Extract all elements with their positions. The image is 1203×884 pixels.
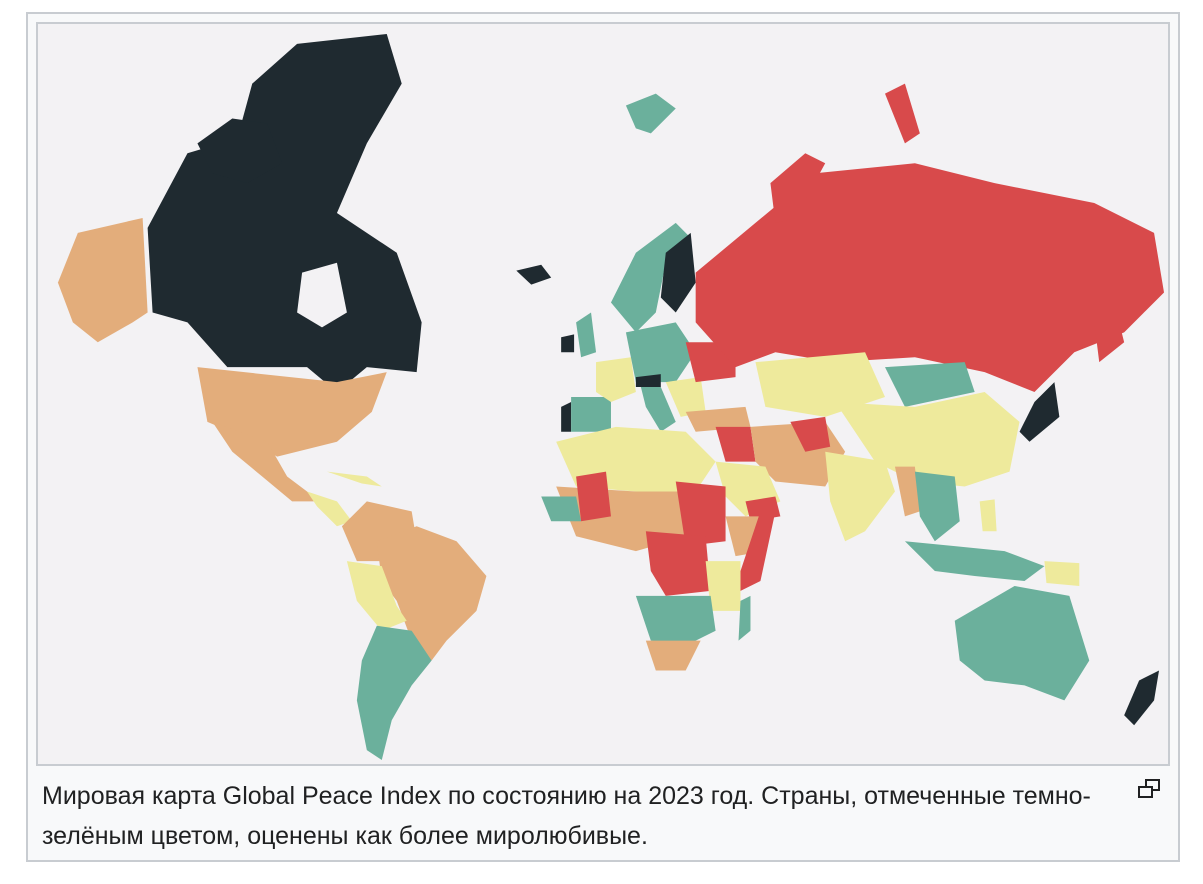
region-png — [1044, 561, 1080, 586]
region-southern-africa — [635, 595, 716, 646]
region-balkans — [665, 377, 706, 417]
map-figure: Мировая карта Global Peace Index по сост… — [26, 12, 1180, 862]
region-mexico — [212, 421, 318, 502]
region-hudson-bay — [297, 262, 347, 328]
region-syria-iraq — [715, 426, 756, 462]
region-west-coast-africa — [541, 496, 582, 522]
region-madagascar — [738, 595, 751, 641]
region-austria — [635, 374, 661, 388]
region-canada-islands — [197, 118, 283, 184]
region-south-africa — [645, 640, 701, 671]
region-canada — [147, 33, 422, 393]
region-central-america — [307, 491, 352, 527]
region-brazil — [376, 526, 487, 661]
region-france — [596, 357, 636, 402]
region-southeast-asia — [914, 471, 960, 542]
region-afghanistan — [790, 416, 831, 452]
region-iceland — [516, 264, 552, 285]
world-map-image[interactable] — [36, 22, 1170, 766]
region-uk — [576, 312, 597, 358]
region-india — [825, 451, 895, 542]
region-russia-arctic-isles — [770, 153, 826, 223]
region-argentina-chile — [356, 625, 432, 761]
region-greenland — [456, 43, 557, 134]
region-mali — [576, 471, 611, 522]
region-sudan — [675, 481, 726, 547]
region-alaska — [57, 217, 148, 343]
region-ireland — [561, 334, 575, 353]
region-new-zealand — [1124, 670, 1160, 726]
region-peru-bolivia — [346, 561, 407, 631]
region-portugal — [561, 401, 572, 432]
region-caribbean — [326, 471, 382, 487]
region-japan — [1019, 382, 1060, 442]
region-kazakhstan — [755, 352, 886, 417]
figure-caption: Мировая карта Global Peace Index по сост… — [42, 782, 1091, 850]
region-russia — [695, 163, 1165, 393]
region-finland — [660, 232, 696, 313]
region-novaya-zemlya — [885, 83, 920, 144]
region-italy — [640, 387, 676, 432]
region-myanmar — [894, 466, 920, 517]
region-turkey — [685, 406, 751, 432]
region-sakhalin-kamchatka — [1094, 302, 1125, 363]
region-svalbard — [625, 93, 676, 134]
region-somalia — [740, 511, 776, 591]
region-philippines — [979, 499, 997, 532]
region-car-drc — [645, 531, 711, 596]
region-indonesia — [904, 541, 1045, 581]
enlarge-icon[interactable] — [1136, 778, 1162, 800]
region-spain — [571, 396, 611, 432]
region-tanzania-kenya — [705, 561, 741, 611]
region-australia — [954, 585, 1090, 701]
world-map — [38, 24, 1168, 764]
region-mongolia — [885, 362, 975, 407]
region-central-europe — [625, 322, 696, 383]
